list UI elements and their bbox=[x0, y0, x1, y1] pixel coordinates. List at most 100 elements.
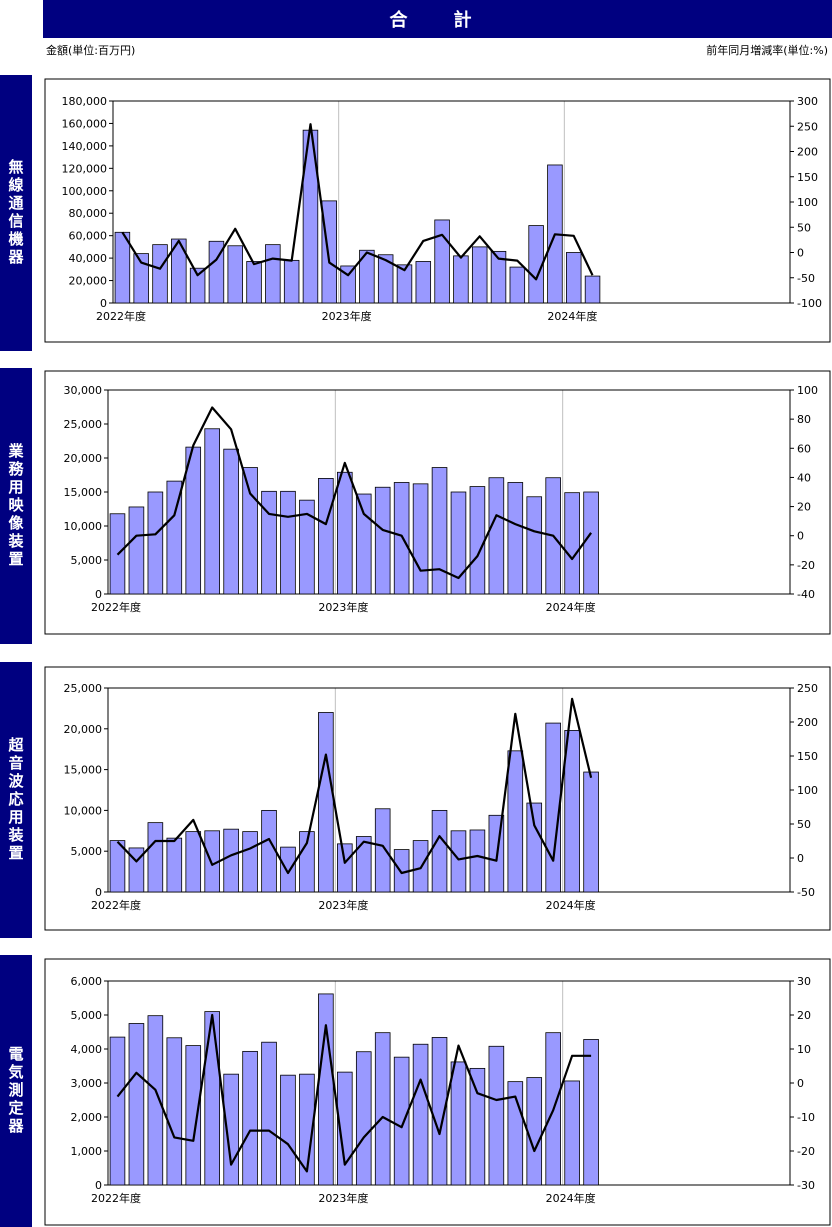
left-axis-unit: 金額(単位:百万円) bbox=[46, 44, 136, 57]
left-axis-tick-label: 10,000 bbox=[64, 520, 103, 533]
year-label: 2022年度 bbox=[96, 309, 146, 323]
left-axis-tick-label: 40,000 bbox=[69, 252, 108, 265]
right-axis-tick-label: 60 bbox=[797, 442, 811, 455]
bar bbox=[355, 836, 372, 893]
bar bbox=[152, 244, 168, 304]
left-axis-tick-label: 15,000 bbox=[64, 764, 103, 777]
bar bbox=[109, 1036, 126, 1186]
left-axis-tick-label: 20,000 bbox=[69, 275, 108, 288]
bar bbox=[509, 266, 526, 304]
bar bbox=[488, 1045, 505, 1186]
bar bbox=[583, 771, 599, 893]
bar bbox=[469, 1067, 486, 1186]
bar bbox=[204, 1011, 220, 1186]
bar bbox=[583, 1039, 599, 1186]
bar bbox=[412, 1043, 429, 1186]
left-axis-tick-label: 0 bbox=[100, 297, 107, 310]
bar bbox=[490, 250, 507, 304]
left-axis-tick-label: 25,000 bbox=[64, 418, 103, 431]
year-label: 2024年度 bbox=[547, 309, 597, 323]
bar bbox=[526, 1077, 543, 1186]
year-label: 2024年度 bbox=[546, 898, 596, 912]
left-axis-tick-label: 4,000 bbox=[71, 1043, 103, 1056]
left-axis-tick-label: 0 bbox=[95, 588, 102, 601]
bar bbox=[450, 1061, 467, 1186]
bar bbox=[280, 1074, 296, 1186]
left-axis-tick-label: 160,000 bbox=[62, 117, 108, 130]
right-axis-tick-label: -30 bbox=[797, 1179, 815, 1192]
right-axis-tick-label: -40 bbox=[797, 588, 815, 601]
right-axis-tick-label: 0 bbox=[797, 247, 804, 260]
bar bbox=[337, 471, 353, 595]
bar bbox=[114, 231, 131, 304]
bar bbox=[434, 219, 450, 304]
chart-wireless: 0 20,000 40,000 60,000 80,000 100,000 120,000 1… bbox=[44, 78, 831, 343]
bar bbox=[374, 808, 391, 893]
bar bbox=[453, 255, 469, 304]
right-axis-tick-label: 0 bbox=[797, 852, 804, 865]
bar bbox=[185, 831, 202, 893]
year-label: 2023年度 bbox=[318, 1191, 368, 1205]
bar bbox=[223, 448, 239, 595]
bar bbox=[526, 802, 543, 893]
right-axis-tick-label: 10 bbox=[797, 1043, 811, 1056]
left-axis-tick-label: 180,000 bbox=[62, 95, 108, 108]
page-title: 合 計 bbox=[43, 0, 832, 38]
bar bbox=[545, 722, 561, 893]
bar bbox=[189, 267, 206, 304]
chart-electric: 0 1,000 2,000 3,000 4,000 5,000 6,000 -30 -20 -10… bbox=[44, 958, 831, 1226]
bar bbox=[583, 491, 599, 595]
right-axis-tick-label: -20 bbox=[797, 559, 815, 572]
right-axis-tick-label: 20 bbox=[797, 1009, 811, 1022]
left-axis-tick-label: 30,000 bbox=[64, 384, 103, 397]
bar bbox=[283, 259, 300, 304]
bar bbox=[318, 993, 334, 1186]
bar bbox=[337, 843, 353, 893]
bar bbox=[564, 1080, 580, 1186]
left-axis-tick-label: 0 bbox=[95, 886, 102, 899]
bar bbox=[396, 264, 413, 304]
right-axis-tick-label: 40 bbox=[797, 471, 811, 484]
bar bbox=[337, 1071, 353, 1186]
bar bbox=[166, 837, 183, 893]
bar bbox=[128, 1023, 145, 1186]
bar bbox=[526, 496, 543, 595]
left-axis-tick-label: 15,000 bbox=[64, 486, 103, 499]
bar bbox=[355, 1051, 372, 1186]
section-label-electric: 電気測定器 bbox=[0, 955, 32, 1227]
bar bbox=[261, 809, 277, 893]
right-axis-tick-label: -50 bbox=[797, 886, 815, 899]
chart-video: 0 5,000 10,000 15,000 20,000 25,000 30,000 -40 -… bbox=[44, 370, 831, 635]
right-axis-tick-label: 200 bbox=[797, 146, 818, 159]
right-axis-tick-label: 150 bbox=[797, 171, 818, 184]
left-axis-tick-label: 5,000 bbox=[71, 554, 103, 567]
right-axis-tick-label: 250 bbox=[797, 120, 818, 133]
bar bbox=[242, 1050, 258, 1186]
right-axis-tick-label: 20 bbox=[797, 501, 811, 514]
bar bbox=[242, 831, 258, 893]
bar bbox=[507, 750, 524, 893]
year-label: 2022年度 bbox=[91, 1191, 141, 1205]
left-axis-tick-label: 0 bbox=[95, 1179, 102, 1192]
bar bbox=[280, 490, 296, 595]
bar bbox=[488, 477, 505, 595]
right-axis-tick-label: 80 bbox=[797, 413, 811, 426]
right-axis-tick-label: -100 bbox=[797, 297, 822, 310]
bar bbox=[374, 486, 391, 595]
bar bbox=[227, 245, 243, 304]
left-axis-tick-label: 5,000 bbox=[71, 1009, 103, 1022]
bar bbox=[166, 480, 183, 595]
left-axis-tick-label: 3,000 bbox=[71, 1077, 103, 1090]
bar bbox=[166, 1037, 183, 1186]
bar bbox=[261, 1041, 277, 1186]
yoy-line bbox=[121, 123, 594, 281]
left-axis-tick-label: 10,000 bbox=[64, 804, 103, 817]
left-axis-tick-label: 60,000 bbox=[69, 230, 108, 243]
right-axis-tick-label: 0 bbox=[797, 1077, 804, 1090]
bar bbox=[204, 428, 220, 595]
bar bbox=[147, 1015, 164, 1186]
bar bbox=[299, 499, 315, 595]
section-label-wireless: 無線通信機器 bbox=[0, 75, 32, 351]
right-axis-tick-label: -20 bbox=[797, 1145, 815, 1158]
right-axis-tick-label: 200 bbox=[797, 716, 818, 729]
